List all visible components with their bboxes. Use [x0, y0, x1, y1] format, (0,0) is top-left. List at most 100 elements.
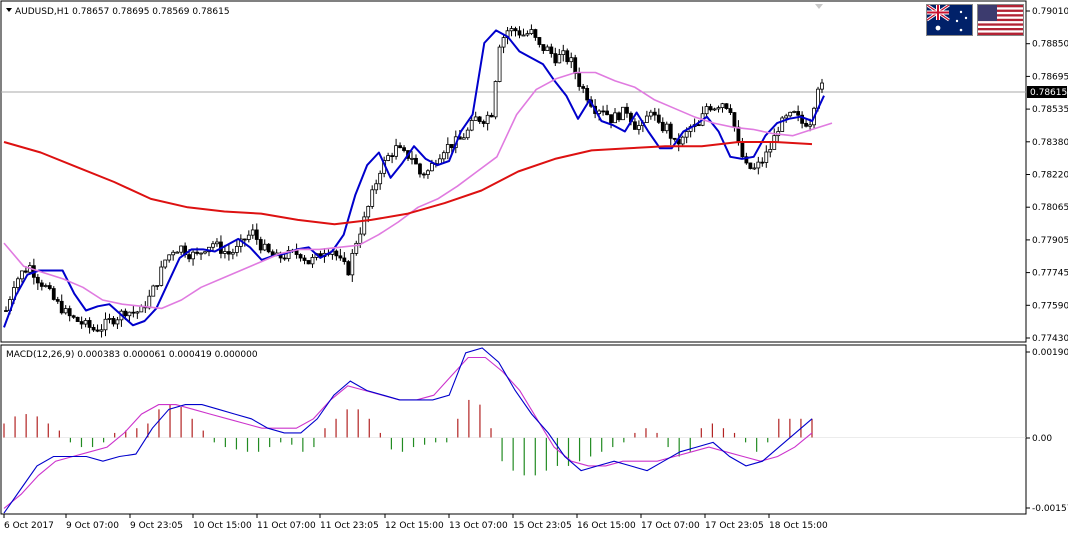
bear-candle [517, 30, 522, 36]
usa-flag-icon [977, 4, 1024, 36]
bull-candle [354, 242, 359, 254]
bull-candle [621, 106, 625, 121]
bear-candle [744, 156, 749, 164]
bear-candle [728, 108, 733, 113]
bull-candle [215, 241, 219, 245]
bear-candle [39, 282, 44, 287]
bear-candle [577, 73, 582, 87]
time-tick-label: 11 Oct 07:00 [257, 521, 316, 531]
macd-panel-frame [0, 344, 1027, 515]
bear-candle [67, 308, 72, 317]
bear-candle [418, 163, 422, 175]
current-price-label: 0.78615 [1030, 88, 1067, 98]
price-tick-label: 0.79010 [1032, 7, 1068, 17]
bear-candle [87, 320, 92, 328]
bear-candle [660, 121, 665, 132]
bear-candle [55, 299, 60, 302]
bull-candle [199, 252, 203, 255]
time-tick-label: 12 Oct 15:00 [385, 521, 444, 531]
bull-candle [716, 107, 721, 110]
bull-candle [163, 259, 168, 268]
bear-candle [605, 110, 609, 116]
bull-candle [545, 46, 550, 51]
bull-candle [171, 251, 176, 256]
bear-candle [724, 103, 729, 109]
bear-candle [266, 243, 271, 253]
bear-candle [254, 229, 259, 240]
bear-candle [533, 29, 538, 38]
bear-candle [708, 106, 713, 111]
bear-candle [696, 124, 701, 127]
bear-candle [477, 116, 482, 122]
bull-candle [529, 29, 534, 34]
bull-candle [613, 112, 617, 124]
bull-candle [497, 46, 502, 82]
bull-candle [262, 243, 267, 251]
time-tick-label: 9 Oct 23:05 [130, 521, 183, 531]
bear-candle [111, 318, 116, 325]
moving-averages-layer [3, 29, 833, 328]
macd-tick-label: 0.00 [1032, 434, 1052, 444]
bull-candle [350, 252, 355, 276]
bull-candle [386, 155, 391, 161]
time-tick-label: 15 Oct 23:05 [513, 521, 572, 531]
bull-candle [780, 117, 785, 132]
bull-candle [286, 250, 291, 259]
bull-candle [808, 124, 812, 127]
bear-candle [672, 137, 677, 140]
bear-candle [537, 37, 542, 45]
bull-candle [720, 103, 725, 109]
bear-candle [585, 88, 590, 101]
bull-candle [115, 319, 120, 325]
bull-candle [159, 266, 164, 286]
bear-candle [804, 122, 808, 127]
bull-candle [648, 111, 653, 117]
bull-candle [445, 144, 450, 154]
bull-candle [704, 106, 709, 115]
bear-candle [390, 155, 395, 157]
bull-candle [230, 252, 235, 255]
bear-candle [195, 251, 199, 254]
price-tick-label: 0.78380 [1032, 138, 1068, 148]
bull-candle [501, 37, 506, 48]
bull-candle [203, 251, 207, 254]
time-axis: 6 Oct 2017 9 Oct 07:00 9 Oct 23:05 10 Oct 1… [3, 514, 828, 531]
price-tick-label: 0.77745 [1032, 269, 1068, 279]
bull-candle [135, 311, 140, 314]
bull-candle [83, 320, 88, 325]
bull-candle [788, 111, 793, 117]
bear-candle [123, 310, 128, 317]
bear-candle [573, 57, 578, 74]
bull-candle [680, 136, 685, 145]
bear-candle [298, 254, 303, 259]
time-tick-label: 11 Oct 23:05 [320, 521, 379, 531]
candles-layer [4, 24, 824, 338]
bull-candle [493, 81, 498, 118]
bull-candle [107, 318, 112, 320]
bear-candle [800, 114, 805, 124]
bull-candle [644, 115, 649, 123]
bull-candle [366, 206, 371, 218]
bull-candle [410, 157, 414, 160]
bull-candle [637, 125, 641, 130]
bear-candle [131, 311, 136, 314]
bull-candle [139, 305, 144, 313]
shift-marker-icon[interactable] [815, 4, 823, 9]
bull-candle [521, 34, 526, 37]
bull-candle [752, 167, 757, 170]
bull-candle [461, 137, 466, 140]
bear-candle [541, 44, 546, 51]
bear-candle [668, 123, 673, 139]
time-tick-label: 16 Oct 15:00 [577, 521, 636, 531]
bull-candle [561, 50, 566, 55]
bear-candle [318, 253, 323, 257]
symbol-dropdown-icon[interactable] [6, 8, 12, 12]
bear-candle [71, 315, 76, 318]
bull-candle [784, 115, 789, 119]
bear-candle [633, 121, 637, 130]
macd-histogram-layer [3, 399, 1026, 476]
bear-candle [398, 145, 402, 149]
bear-candle [258, 239, 263, 251]
